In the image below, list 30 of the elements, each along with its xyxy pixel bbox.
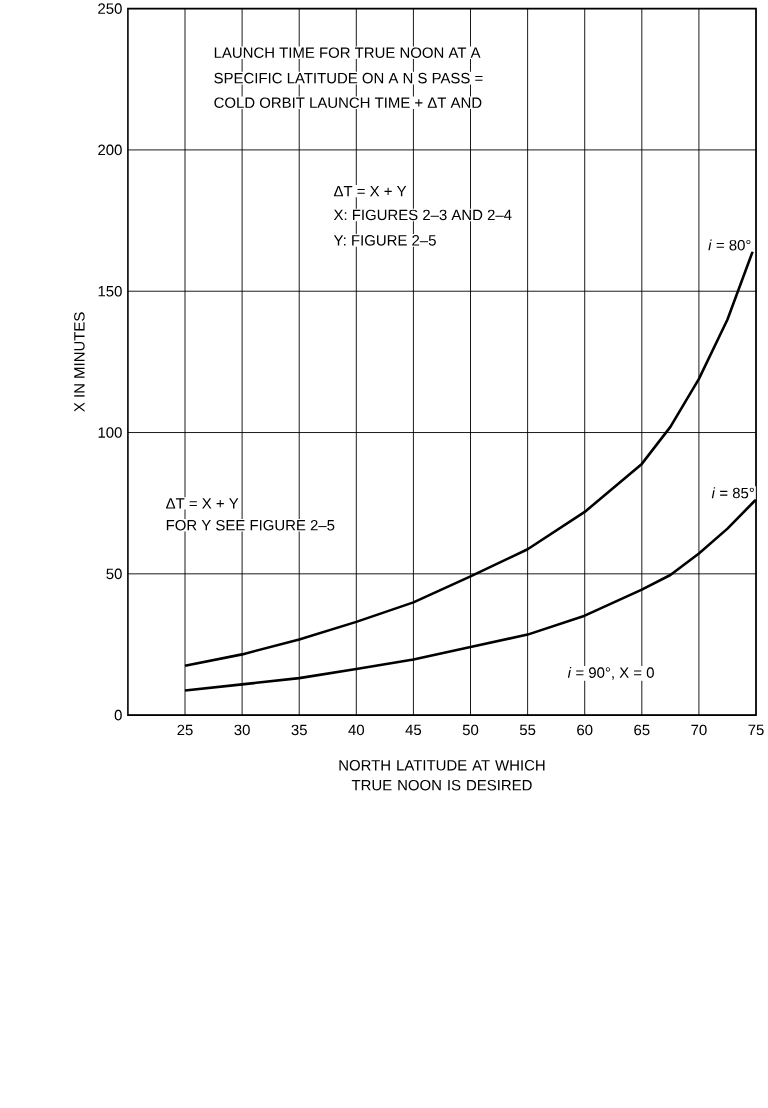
x-tick-label: 50 — [462, 724, 479, 736]
annotation: LAUNCH TIME FOR TRUE NOON AT A — [215, 47, 481, 58]
y-tick-label: 200 — [98, 144, 122, 156]
x-tick-label: 25 — [177, 724, 193, 736]
x-tick-label: 70 — [691, 724, 707, 736]
x-axis-title: NORTH LATITUDE AT WHICH TRUE NOON IS DESIRED — [339, 759, 545, 791]
y-tick-label: 250 — [98, 3, 122, 14]
y-tick-label: 100 — [98, 427, 122, 438]
annotation: X: FIGURES 2–3 AND 2–4 — [334, 209, 512, 221]
x-tick-label: 35 — [291, 724, 308, 736]
annotation: COLD ORBIT LAUNCH TIME + ΔT AND — [214, 97, 482, 108]
y-axis-title: X IN MINUTES — [74, 312, 85, 412]
annotation: i = 90°, X = 0 — [568, 666, 655, 680]
x-tick-label: 30 — [234, 724, 250, 736]
x-tick-label: 75 — [748, 724, 764, 736]
x-tick-label: 40 — [348, 724, 365, 736]
annotation: ΔT = X + Y — [334, 186, 407, 197]
x-tick-label: 45 — [405, 724, 422, 736]
annotation: SPECIFIC LATITUDE ON A N S PASS = — [214, 72, 483, 84]
series-label: i = 80° — [708, 239, 751, 251]
x-tick-label: 60 — [577, 724, 593, 736]
y-tick-label: 50 — [106, 568, 122, 580]
annotation: Y: FIGURE 2–5 — [334, 235, 437, 246]
series-label: i = 85° — [711, 487, 755, 499]
x-tick-label: 65 — [634, 724, 650, 736]
y-tick-label: 0 — [114, 709, 122, 721]
annotation: ΔT = X + Y — [166, 498, 239, 509]
x-tick-label: 55 — [520, 724, 536, 736]
annotation: FOR Y SEE FIGURE 2–5 — [167, 519, 335, 531]
y-tick-label: 150 — [98, 285, 122, 297]
